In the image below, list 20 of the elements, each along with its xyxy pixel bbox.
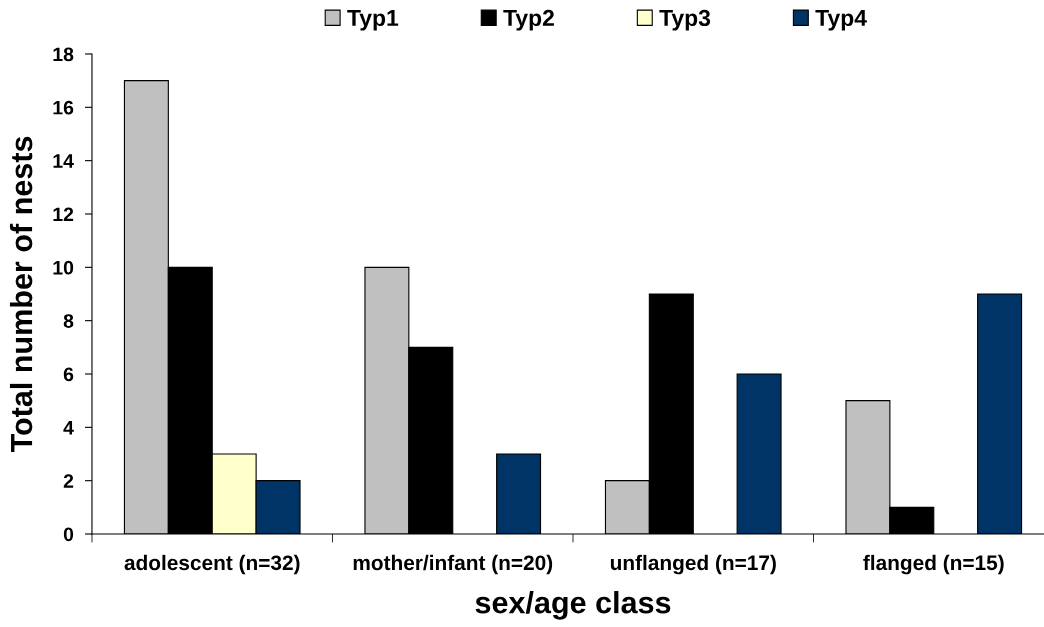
- x-tick-label: flanged (n=15): [863, 554, 1004, 575]
- legend-label: Typ1: [347, 10, 399, 31]
- y-tick-label: 16: [53, 100, 74, 115]
- x-tick-label: mother/infant (n=20): [353, 554, 553, 575]
- y-axis-title: Total number of nests: [9, 136, 33, 453]
- y-tick-label: 8: [63, 314, 74, 328]
- y-tick-label: 14: [53, 154, 74, 168]
- x-tick-label: unflanged (n=17): [610, 554, 776, 575]
- legend-label: Typ4: [815, 10, 867, 31]
- y-tick-label: 2: [63, 474, 74, 488]
- y-tick-label: 12: [53, 207, 74, 222]
- y-tick-label: 6: [63, 367, 74, 382]
- x-axis-title: sex/age class: [475, 591, 671, 620]
- y-tick-label: 18: [53, 47, 74, 62]
- y-tick-label: 4: [63, 421, 74, 435]
- x-tick-label: adolescent (n=32): [124, 554, 300, 575]
- legend-label: Typ2: [503, 9, 554, 31]
- legend-label: Typ3: [659, 9, 711, 31]
- y-tick-label: 10: [53, 260, 74, 275]
- y-tick-label: 0: [63, 527, 74, 542]
